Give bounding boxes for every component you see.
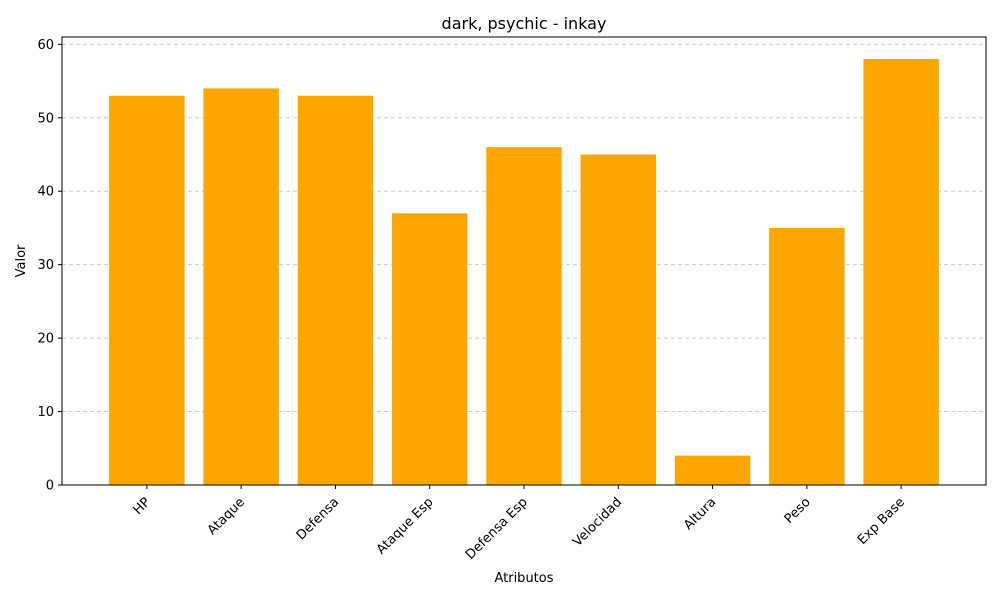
x-tick-label: Peso [782,495,814,527]
bar [580,154,656,486]
bar [392,213,468,485]
y-tick-label: 10 [37,405,54,420]
y-axis-label: Valor [14,244,29,277]
bar [203,88,279,485]
y-tick-label: 0 [46,479,54,494]
bar [863,59,939,486]
x-tick-label: HP [131,495,154,518]
y-tick-label: 50 [37,111,54,126]
y-tick-label: 60 [37,38,54,53]
bar [486,147,562,485]
bar [109,95,185,486]
x-tick-label: Defensa [294,495,342,543]
y-tick-label: 40 [37,185,54,200]
bar [769,227,845,486]
y-tick-label: 30 [37,258,54,273]
y-tick-label: 20 [37,332,54,347]
x-tick-label: Ataque Esp [374,495,437,558]
bar [297,95,374,486]
x-tick-label: Altura [681,495,719,533]
x-axis-label: Atributos [494,571,553,586]
x-tick-label: Exp Base [855,495,908,548]
chart-title: dark, psychic - inkay [442,14,607,33]
bars [109,59,939,486]
bar [674,455,751,485]
x-tick-label: Ataque [205,495,248,538]
x-tick-label: Velocidad [570,495,625,550]
x-ticks: HP Ataque Defensa Ataque Esp Defensa Esp Velo… [131,485,908,563]
y-ticks: 0 10 20 30 40 50 60 [37,38,62,494]
x-tick-label: Defensa Esp [463,495,531,563]
